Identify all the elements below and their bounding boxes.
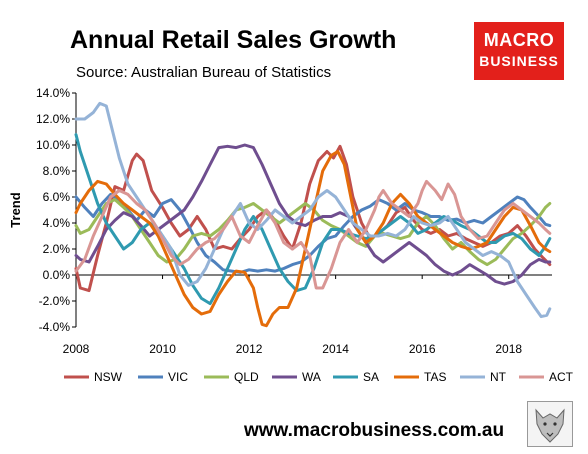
macrobusiness-logo: MACRO BUSINESS [474,22,564,80]
chart-title: Annual Retail Sales Growth [70,26,397,54]
legend-label-act: ACT [549,370,574,384]
x-tick-label: 2016 [409,342,436,356]
logo-line-1: MACRO [483,30,555,50]
legend-label-sa: SA [363,370,379,384]
y-axis-label: Trend [8,192,23,227]
series-line-wa [74,143,552,286]
series-line-vic [74,192,552,274]
series-line-nsw [74,144,552,293]
y-tick-label: 0.0% [43,268,71,282]
x-tick-label: 2018 [495,342,522,356]
chart-subtitle: Source: Australian Bureau of Statistics [76,64,332,81]
line-chart: -4.0% -2.0% 0.0% 2.0% 4.0% 6.0% 8.0% 10.0% 12.0%… [8,86,574,384]
y-tick-label: 14.0% [36,86,70,100]
x-tick-label: 2012 [236,342,263,356]
legend-label-nsw: NSW [94,370,123,384]
x-tick-label: 2014 [322,342,349,356]
footer-url: www.macrobusiness.com.au [244,420,505,441]
series-line-act [74,179,552,290]
legend-label-tas: TAS [424,370,446,384]
y-tick-label: -2.0% [39,294,71,308]
legend-label-vic: VIC [168,370,188,384]
legend-label-qld: QLD [234,370,259,384]
y-tick-label: -4.0% [39,320,71,334]
y-tick-label: 8.0% [43,164,71,178]
y-tick-label: 12.0% [36,112,70,126]
x-tick-label: 2010 [149,342,176,356]
legend-label-wa: WA [302,370,321,384]
logo-line-2: BUSINESS [479,53,559,69]
y-tick-label: 2.0% [43,242,71,256]
x-tick-label: 2008 [63,342,90,356]
y-tick-label: 10.0% [36,138,70,152]
legend-label-nt: NT [490,370,507,384]
wolf-logo-icon [527,401,573,447]
y-tick-label: 6.0% [43,190,71,204]
y-tick-label: 4.0% [43,216,71,230]
